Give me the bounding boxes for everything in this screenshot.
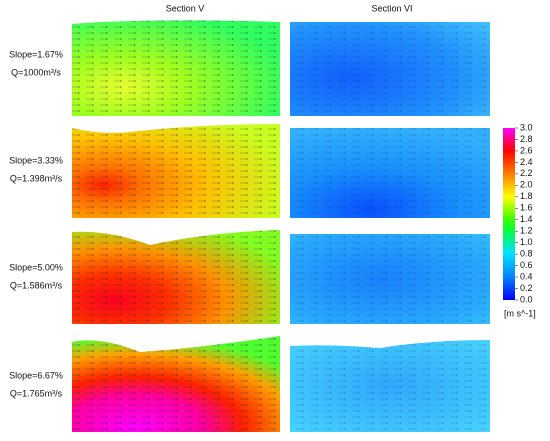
colorbar-tick-label: 0.8 [520, 249, 533, 259]
vector-field [72, 230, 280, 324]
colorbar-tick-label: 1.0 [520, 237, 533, 247]
colorbar-tick-label: 0.0 [520, 294, 533, 304]
slope-label: Slope=1.67% [9, 49, 63, 59]
colorbar-tick-label: 2.0 [520, 180, 533, 190]
vector-field [290, 22, 490, 116]
colorbar-tick-label: 2.6 [520, 145, 533, 155]
colorbar-tick-label: 1.8 [520, 191, 533, 201]
colorbar-tick-label: 0.4 [520, 271, 533, 281]
colorbar [503, 128, 515, 300]
column-title: Section V [166, 3, 205, 13]
colorbar-unit: [m s^-1] [504, 308, 536, 318]
discharge-label: Q=1.765m³/s [10, 388, 63, 398]
colorbar-tick-label: 3.0 [520, 122, 533, 132]
colorbar-tick-label: 0.2 [520, 283, 533, 293]
vector-field [290, 234, 490, 324]
vector-field [72, 124, 280, 218]
slope-label: Slope=6.67% [9, 370, 63, 380]
colorbar-tick-label: 1.2 [520, 226, 533, 236]
colorbar-tick-label: 2.8 [520, 134, 533, 144]
vector-field [72, 20, 280, 116]
colorbar-tick-label: 1.4 [520, 214, 533, 224]
colorbar-tick-label: 2.4 [520, 157, 533, 167]
vector-field [290, 340, 490, 432]
slope-label: Slope=5.00% [9, 262, 63, 272]
column-title: Section VI [371, 3, 412, 13]
vector-field [290, 128, 490, 218]
discharge-label: Q=1.398m³/s [10, 173, 63, 183]
discharge-label: Q=1000m³/s [11, 67, 61, 77]
colorbar-tick-label: 0.6 [520, 260, 533, 270]
vector-field [72, 336, 280, 432]
discharge-label: Q=1.586m³/s [10, 280, 63, 290]
panels [72, 20, 490, 432]
colorbar-tick-label: 2.2 [520, 168, 533, 178]
colorbar-tick-label: 1.6 [520, 203, 533, 213]
slope-label: Slope=3.33% [9, 155, 63, 165]
